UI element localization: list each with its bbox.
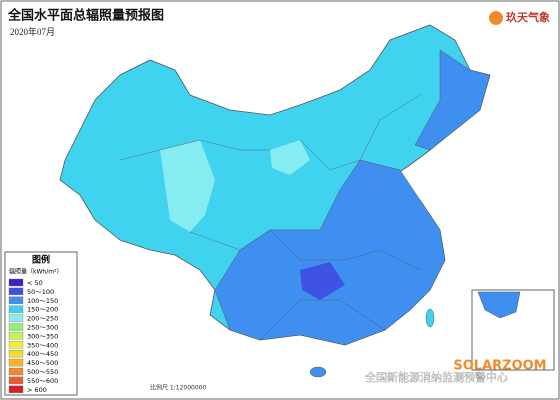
legend-swatch: [8, 278, 24, 287]
logo-icon: [489, 11, 503, 25]
legend-swatch: [8, 305, 24, 313]
legend-swatch: [8, 287, 24, 296]
legend-swatch: [8, 367, 24, 376]
region-light: [270, 140, 310, 175]
legend-swatch: [8, 296, 24, 304]
province-line: [119, 139, 270, 161]
legend-label: > 600: [27, 386, 47, 394]
legend-swatch: [8, 376, 24, 385]
province-line: [259, 299, 386, 341]
region-light: [160, 140, 215, 232]
region-blue: [414, 49, 491, 151]
watermark-brand: SOLARZOOM: [453, 359, 546, 374]
legend-swatch: [8, 341, 24, 349]
legend-label: 150～200: [27, 306, 58, 314]
date: 2020年07月: [10, 26, 55, 37]
legend-swatch: [8, 323, 24, 331]
province-line: [269, 229, 421, 271]
province-line: [189, 229, 271, 251]
legend-label: 300～350: [27, 332, 58, 340]
legend-label: 500～550: [27, 368, 58, 376]
province-line: [299, 94, 421, 171]
legend-swatch: [8, 358, 24, 367]
legend-unit: 辐照量（kWh/m²）: [9, 268, 62, 276]
island: [309, 366, 327, 378]
legend-label: 200～250: [27, 315, 58, 323]
region-dark: [300, 262, 345, 300]
legend-swatch: [8, 332, 24, 340]
legend-label: 250～300: [27, 324, 58, 332]
legend-swatch: [8, 385, 24, 393]
legend-label: 450～500: [27, 359, 58, 367]
island: [425, 308, 435, 328]
legend-label: 550～600: [27, 377, 58, 385]
legend-label: 400～450: [27, 350, 58, 358]
legend-swatch: [8, 350, 24, 358]
title: 全国水平面总辐照量预报图: [7, 8, 164, 24]
legend-swatch: [8, 314, 24, 322]
watermark-source: 全国新能源消纳监测预警中心: [365, 370, 508, 384]
inset-land: [477, 291, 521, 319]
legend-label: < 50: [27, 279, 43, 287]
legend-label: 100～150: [27, 297, 58, 305]
logo: 玖天气象: [506, 10, 550, 24]
scale: 比例尺 1:12000000: [150, 384, 206, 392]
province-lines: [119, 94, 421, 341]
legend: 图例 辐照量（kWh/m²） < 5050～100100～150150～2002…: [4, 251, 78, 396]
legend-label: 350～400: [27, 341, 58, 349]
legend-title: 图例: [32, 254, 50, 266]
legend-label: 50～100: [27, 288, 54, 296]
